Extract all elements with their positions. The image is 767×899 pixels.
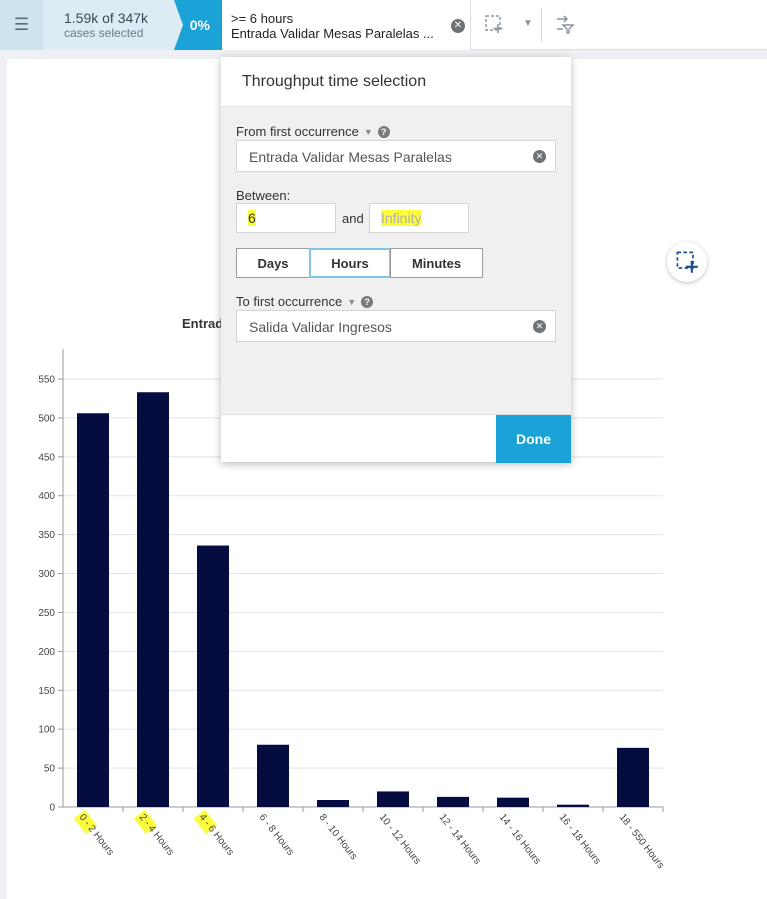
x-label-highlight (73, 809, 98, 835)
x-tick-label: 18 - 550 Hours (617, 812, 666, 871)
active-filter[interactable]: >= 6 hours Entrada Validar Mesas Paralel… (222, 0, 471, 50)
y-tick-label: 550 (38, 375, 55, 386)
to-occurrence-label[interactable]: To first occurrence ▼ ? (236, 294, 374, 309)
help-icon[interactable]: ? (377, 125, 390, 138)
selection-add-icon (676, 251, 698, 273)
bar (497, 797, 529, 807)
from-occurrence-label[interactable]: From first occurrence ▼ ? (236, 124, 390, 139)
clear-icon[interactable]: ✕ (533, 150, 546, 163)
caret-down-icon[interactable]: ▼ (347, 296, 357, 307)
x-tick-label: 4 - 6 Hours (197, 812, 236, 858)
y-tick-label: 100 (38, 725, 55, 736)
min-value: 6 (248, 210, 256, 226)
filter-activity: Entrada Validar Mesas Paralelas ... (231, 26, 434, 41)
toolbar-divider (541, 8, 542, 42)
bar (197, 545, 229, 807)
to-activity-value: Salida Validar Ingresos (249, 319, 392, 335)
bar (557, 804, 589, 807)
y-tick-label: 200 (38, 647, 55, 658)
x-tick-label: 0 - 2 Hours (77, 812, 116, 858)
x-tick-label: 14 - 16 Hours (497, 812, 543, 867)
bar (257, 744, 289, 807)
bar (317, 799, 349, 807)
and-label: and (342, 211, 364, 226)
x-tick-label: 6 - 8 Hours (257, 812, 296, 858)
from-activity-field[interactable]: Entrada Validar Mesas Paralelas ✕ (236, 140, 556, 172)
filter-flip-icon[interactable] (555, 15, 575, 39)
y-tick-label: 250 (38, 608, 55, 619)
from-label-text: From first occurrence (236, 124, 359, 139)
chart-title: Entrad (182, 316, 224, 331)
popup-title: Throughput time selection (221, 57, 571, 107)
cases-label: cases selected (64, 26, 144, 40)
bar (377, 791, 409, 807)
selection-add-icon[interactable] (484, 14, 504, 38)
to-label-text: To first occurrence (236, 294, 343, 309)
percent-badge-notch (174, 0, 183, 50)
x-tick-label: 16 - 18 Hours (557, 812, 603, 867)
unit-days-button[interactable]: Days (236, 248, 310, 278)
y-tick-label: 150 (38, 686, 55, 697)
cases-selected-summary[interactable]: 1.59k of 347k cases selected (43, 0, 174, 50)
y-tick-label: 450 (38, 452, 55, 463)
max-value-placeholder: Infinity (381, 210, 422, 226)
between-label: Between: (236, 188, 291, 203)
throughput-time-popup: Throughput time selection From first occ… (221, 57, 571, 463)
clear-icon[interactable]: ✕ (533, 320, 546, 333)
bar (617, 747, 649, 807)
unit-hours-button[interactable]: Hours (309, 248, 391, 278)
to-activity-field[interactable]: Salida Validar Ingresos ✕ (236, 310, 556, 342)
y-tick-label: 300 (38, 569, 55, 580)
help-icon[interactable]: ? (361, 295, 374, 308)
x-tick-label: 8 - 10 Hours (317, 812, 360, 862)
from-activity-value: Entrada Validar Mesas Paralelas (249, 149, 452, 165)
min-value-input[interactable]: 6 (236, 203, 336, 233)
top-bar: ☰ 1.59k of 347k cases selected 0% >= 6 h… (0, 0, 767, 50)
y-tick-label: 500 (38, 413, 55, 424)
y-tick-label: 400 (38, 491, 55, 502)
unit-minutes-button[interactable]: Minutes (390, 248, 483, 278)
filter-condition: >= 6 hours (231, 11, 294, 26)
bar (137, 392, 169, 807)
bar (77, 413, 109, 807)
x-tick-label: 2 - 4 Hours (137, 812, 176, 858)
popup-footer: Done (221, 414, 571, 463)
y-tick-label: 350 (38, 530, 55, 541)
x-tick-label: 10 - 12 Hours (377, 812, 423, 867)
done-button[interactable]: Done (496, 415, 571, 463)
x-tick-label: 12 - 14 Hours (437, 812, 483, 867)
chevron-down-icon[interactable]: ▼ (523, 18, 533, 29)
y-tick-label: 50 (44, 764, 56, 775)
caret-down-icon[interactable]: ▼ (363, 126, 373, 137)
cases-count: 1.59k of 347k (64, 10, 149, 26)
max-value-input[interactable]: Infinity (369, 203, 469, 233)
x-label-highlight (133, 809, 158, 835)
floating-selection-add-button[interactable] (667, 242, 707, 282)
clear-icon[interactable]: ✕ (451, 19, 465, 33)
bar (437, 796, 469, 807)
hamburger-icon[interactable]: ☰ (0, 0, 43, 50)
x-label-highlight (193, 809, 218, 835)
y-tick-label: 0 (49, 803, 55, 814)
